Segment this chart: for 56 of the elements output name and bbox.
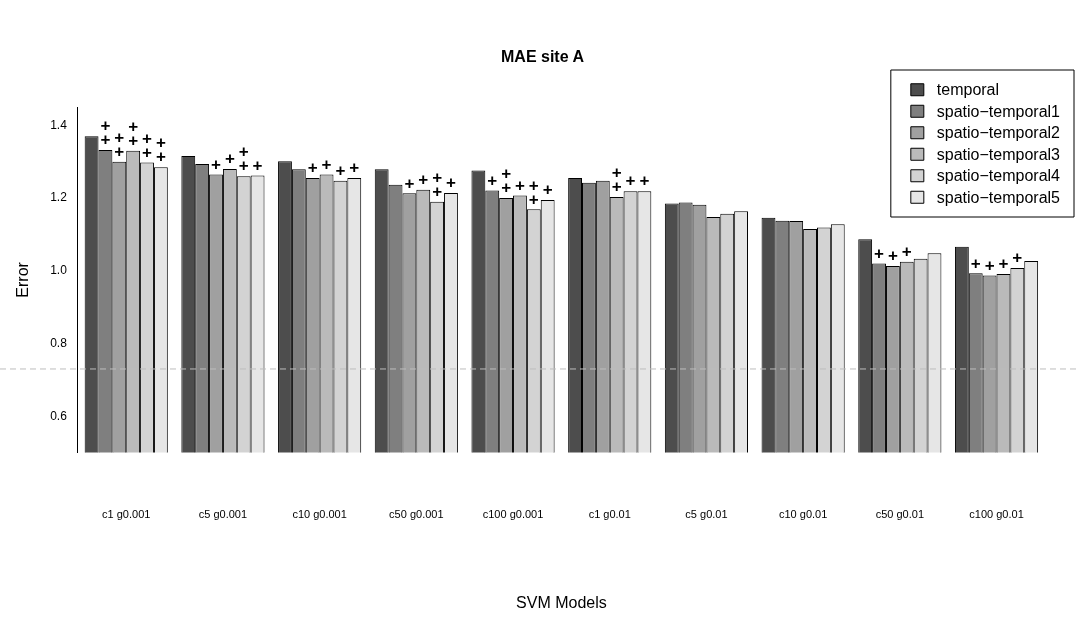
data-label: + [211, 154, 222, 174]
data-label: + + [128, 117, 139, 151]
data-label: + + [432, 167, 443, 201]
data-label: + [998, 254, 1009, 274]
legend-label: spatio−temporal2 [936, 124, 1061, 142]
data-label: + + [611, 163, 622, 197]
legend-label: spatio−temporal4 [936, 167, 1061, 185]
y-axis-title: Error [14, 261, 32, 298]
data-label: + [418, 169, 429, 189]
x-tick-label: c50 g0.001 [389, 508, 444, 521]
data-label: + [874, 243, 885, 263]
y-tick-label: 1.4 [50, 117, 68, 132]
legend-label: temporal [936, 81, 1000, 99]
data-label: + + [238, 142, 249, 176]
legend-label: spatio−temporal5 [936, 188, 1061, 206]
data-label: + [487, 170, 498, 190]
x-tick-label: c1 g0.01 [588, 508, 631, 521]
data-label: + [625, 171, 636, 191]
data-label: + [252, 155, 263, 175]
x-tick-label: c10 g0.01 [778, 508, 828, 521]
data-label: + [887, 246, 898, 266]
data-label: + [321, 154, 332, 174]
data-label: + + [501, 164, 512, 198]
data-label: + [307, 158, 318, 178]
data-label: + [970, 253, 981, 273]
data-label: + [514, 175, 525, 195]
data-label: + + [100, 116, 111, 150]
y-tick-label: 0.8 [50, 335, 68, 350]
x-tick-label: c10 g0.001 [292, 508, 347, 521]
data-label: + [404, 173, 415, 193]
x-tick-label: c100 g0.001 [482, 508, 544, 521]
x-axis-title: SVM Models [516, 593, 607, 611]
data-label: + [224, 149, 235, 169]
data-label: + + [114, 127, 125, 161]
x-tick-label: c1 g0.001 [102, 508, 151, 521]
data-label: + [984, 255, 995, 275]
y-tick-label: 1.0 [50, 263, 68, 278]
data-label: + [1012, 248, 1023, 268]
data-label: + [639, 171, 650, 191]
x-tick-label: c100 g0.01 [969, 508, 1024, 521]
data-label: + + [528, 175, 539, 209]
y-tick-label: 1.2 [50, 190, 68, 205]
x-tick-label: c50 g0.01 [875, 508, 924, 521]
data-label: + [349, 158, 360, 178]
x-tick-label: c5 g0.01 [685, 508, 728, 521]
chart-title: MAE site A [501, 48, 585, 66]
data-label: + + [142, 128, 153, 162]
data-label: + [335, 160, 346, 180]
data-label: + + [155, 133, 166, 167]
y-tick-label: 0.6 [50, 408, 68, 423]
legend-label: spatio−temporal1 [936, 102, 1061, 120]
legend-label: spatio−temporal3 [936, 145, 1061, 163]
data-label: + [542, 180, 553, 200]
data-label: + [446, 173, 457, 193]
x-tick-label: c5 g0.001 [198, 508, 248, 521]
data-label: + [901, 241, 912, 261]
